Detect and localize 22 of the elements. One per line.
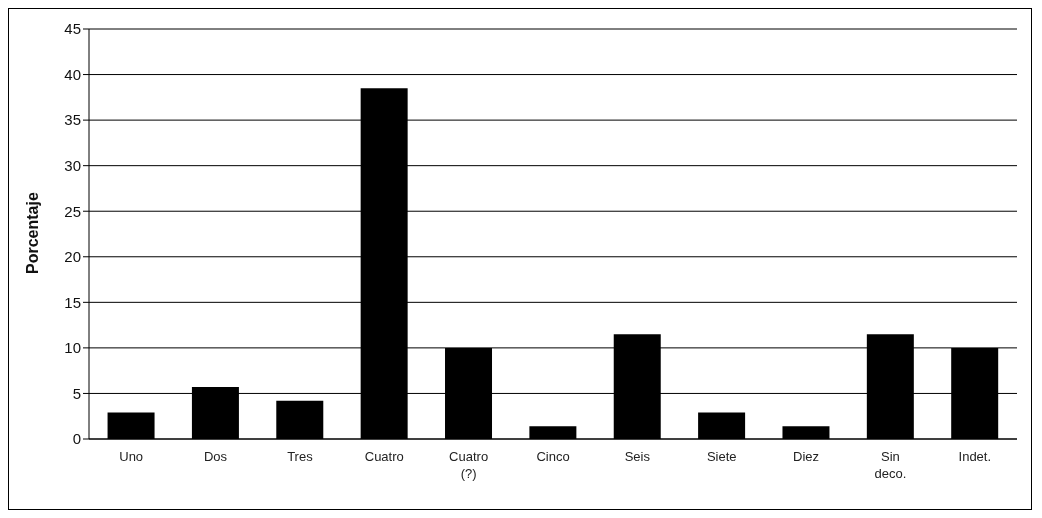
x-tick-label: Cuatro (?) <box>449 449 489 481</box>
y-tick-label: 5 <box>72 384 81 402</box>
y-tick-label: 45 <box>64 20 81 38</box>
y-axis-title: Porcentaje <box>23 192 41 274</box>
x-tick-label: Diez <box>793 449 820 464</box>
x-tick-label: Tres <box>287 449 314 464</box>
y-tick-label: 20 <box>64 248 81 266</box>
x-tick-label: Dos <box>203 449 228 464</box>
y-tick-label: 35 <box>64 111 81 129</box>
x-tick-label: Sin deco. <box>874 449 907 481</box>
y-tick-label: 40 <box>64 65 81 83</box>
y-tick-label: 15 <box>64 293 81 311</box>
y-tick-label: 0 <box>72 430 81 448</box>
y-tick-label: 25 <box>64 202 81 220</box>
x-tick-label: Indet. <box>958 449 992 464</box>
y-tick-label: 10 <box>64 339 81 357</box>
y-tick-label: 30 <box>64 156 81 174</box>
x-tick-label: Seis <box>624 449 651 464</box>
x-tick-label: Cuatro <box>364 449 404 464</box>
x-tick-label: Uno <box>119 449 144 464</box>
x-tick-label: Cinco <box>536 449 570 464</box>
x-tick-label: Siete <box>706 449 737 464</box>
